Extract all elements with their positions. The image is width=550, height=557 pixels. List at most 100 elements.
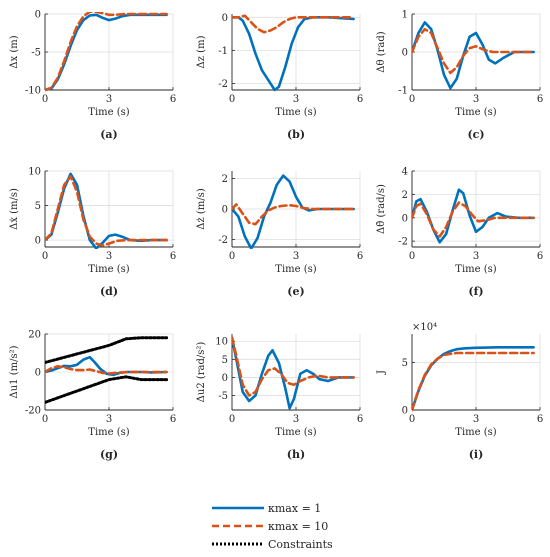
series-group xyxy=(232,14,355,92)
x-axis-label: Time (s) xyxy=(275,427,316,438)
x-tick-label: 3 xyxy=(293,251,299,262)
x-tick-label: 0 xyxy=(42,251,48,262)
x-tick-label: 6 xyxy=(357,251,363,262)
x-tick-label: 0 xyxy=(409,251,415,262)
y-tick-label: 0 xyxy=(402,213,408,224)
y-tick-label: 10 xyxy=(28,167,41,178)
series-line-constraints xyxy=(45,375,169,404)
y-tick-label: 0 xyxy=(222,373,228,384)
series-group xyxy=(412,21,535,90)
x-axis-label: Time (s) xyxy=(88,427,129,438)
y-tick-label: -10 xyxy=(25,86,41,97)
series-line-kappa10 xyxy=(232,336,355,397)
series-line-kappa10 xyxy=(412,201,535,238)
x-tick-label: 3 xyxy=(106,251,112,262)
x-tick-label: 0 xyxy=(229,414,235,425)
series-group xyxy=(45,12,168,92)
y-axis-label: Δθ (rad) xyxy=(376,31,387,72)
x-tick-label: 3 xyxy=(473,251,479,262)
series-line-kappa10 xyxy=(45,365,168,375)
panel-caption: (a) xyxy=(100,128,118,141)
x-tick-label: 0 xyxy=(42,414,48,425)
series-line-kappa1 xyxy=(412,188,535,244)
panel-caption: (b) xyxy=(287,128,305,141)
series-line-constraints xyxy=(45,336,169,364)
y-tick-label: -2 xyxy=(218,235,228,246)
series-line-kappa10 xyxy=(232,203,355,226)
x-tick-label: 6 xyxy=(537,94,543,105)
y-tick-label: -1 xyxy=(218,46,228,57)
series-line-kappa10 xyxy=(412,27,535,75)
y-axis-label: Δz (m) xyxy=(196,35,207,68)
series-line-kappa1 xyxy=(232,174,355,249)
x-axis-label: Time (s) xyxy=(455,107,496,118)
y-tick-label: 2 xyxy=(402,190,408,201)
x-tick-label: 3 xyxy=(293,414,299,425)
y-tick-label: 2 xyxy=(222,174,228,185)
y-tick-label: 20 xyxy=(28,330,41,341)
x-tick-label: 3 xyxy=(473,94,479,105)
series-line-kappa1 xyxy=(412,346,535,412)
y-axis-label: Δż (m/s) xyxy=(196,188,207,230)
y-tick-label: -5 xyxy=(218,391,228,402)
series-group xyxy=(45,336,169,404)
x-tick-label: 6 xyxy=(170,94,176,105)
y-tick-label: 0 xyxy=(35,368,41,379)
legend: κmax = 1 κmax = 10 Constraints xyxy=(212,502,333,551)
y-axis-label: Δu1 (m/s²) xyxy=(9,345,20,398)
series-line-kappa10 xyxy=(412,351,535,412)
x-tick-label: 0 xyxy=(409,94,415,105)
legend-label-kappa1: κmax = 1 xyxy=(268,502,321,515)
x-tick-label: 0 xyxy=(229,94,235,105)
y-tick-label: 10 xyxy=(215,337,228,348)
y-tick-label: 0 xyxy=(402,48,408,59)
panel-caption: (c) xyxy=(467,128,484,141)
y-tick-label: -20 xyxy=(25,406,41,417)
x-tick-label: 0 xyxy=(42,94,48,105)
y-axis-label: Δθ̇ (rad/s) xyxy=(376,184,387,234)
series-line-kappa10 xyxy=(232,14,355,34)
x-tick-label: 6 xyxy=(537,251,543,262)
x-tick-label: 6 xyxy=(357,94,363,105)
x-tick-label: 3 xyxy=(106,94,112,105)
y-tick-label: -1 xyxy=(398,86,408,97)
series-line-kappa10 xyxy=(45,12,168,92)
x-tick-label: 6 xyxy=(537,414,543,425)
x-tick-label: 3 xyxy=(106,414,112,425)
y-tick-label: 0 xyxy=(222,13,228,24)
panel-d: 0 3 6 0 5 10 Time (s) Δẋ (m/s) (d) xyxy=(9,167,176,299)
x-tick-label: 3 xyxy=(293,94,299,105)
y-axis-label: J xyxy=(376,370,387,375)
series-line-kappa1 xyxy=(232,16,355,92)
y-tick-label: 0 xyxy=(222,205,228,216)
x-axis-label: Time (s) xyxy=(275,264,316,275)
y-tick-label: 5 xyxy=(35,201,41,212)
x-axis-label: Time (s) xyxy=(88,264,129,275)
legend-label-kappa10: κmax = 10 xyxy=(268,520,328,533)
series-group xyxy=(45,172,168,249)
x-tick-label: 0 xyxy=(409,414,415,425)
y-tick-label: 5 xyxy=(222,355,228,366)
y-tick-label: 1 xyxy=(402,10,408,21)
panel-caption: (h) xyxy=(287,448,305,461)
panel-b: 0 3 6 -2 -1 0 Time (s) Δz (m) (b) xyxy=(196,13,363,141)
series-group xyxy=(412,346,535,412)
y-tick-label: -2 xyxy=(398,237,408,248)
panel-caption: (f) xyxy=(468,285,483,298)
y-tick-label: 0 xyxy=(35,236,41,247)
x-tick-label: 6 xyxy=(357,414,363,425)
y-tick-label: 4 xyxy=(402,167,408,178)
series-line-kappa10 xyxy=(45,175,168,247)
legend-label-constraints: Constraints xyxy=(268,538,333,551)
panel-i: 0 3 6 0 5 ×10⁴ Time (s) J (i) xyxy=(376,322,543,461)
x-tick-label: 0 xyxy=(229,251,235,262)
y-axis-label: Δu2 (rad/s²) xyxy=(196,342,207,403)
y-tick-label: -5 xyxy=(31,48,41,59)
series-group xyxy=(232,174,355,249)
series-line-kappa1 xyxy=(232,336,355,410)
panel-caption: (i) xyxy=(469,448,484,461)
